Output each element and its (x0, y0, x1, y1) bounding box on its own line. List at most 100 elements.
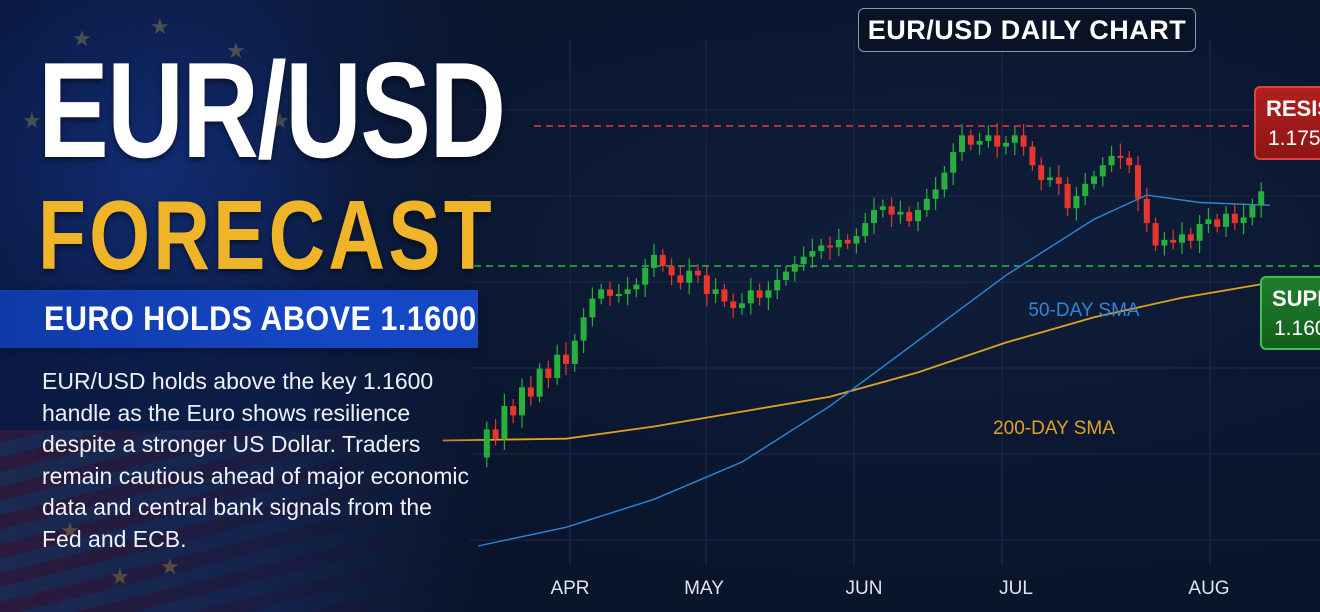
candlestick (835, 228, 842, 257)
chart-title: EUR/USD DAILY CHART (867, 15, 1187, 45)
resistance-label-box: RESISTANCE 1.1750 (1254, 86, 1320, 160)
sma50-line (477, 194, 1271, 547)
candlestick (1196, 215, 1203, 254)
candle-body (906, 211, 913, 222)
candlestick (730, 293, 737, 319)
candle-body (1029, 146, 1036, 166)
candlestick (1143, 187, 1150, 233)
candlestick (1020, 124, 1027, 156)
candle-body (747, 290, 754, 304)
candle-body (1143, 198, 1150, 224)
candlestick (756, 283, 763, 306)
eu-star-icon: ★ (72, 26, 92, 51)
candle-body (827, 245, 833, 248)
candlestick (950, 143, 957, 185)
candlestick (791, 256, 798, 282)
resistance-value: 1.1750 (1268, 127, 1320, 150)
candlestick (1029, 140, 1036, 171)
candlestick (721, 283, 728, 308)
support-value: 1.1600 (1274, 317, 1320, 340)
x-tick-label: JUL (999, 578, 1033, 599)
candlestick (545, 360, 552, 389)
chart-labels: APR MAY JUN JUL AUG 50-DAY SMA 200-DAY SMA (550, 300, 1229, 599)
candlestick (985, 125, 992, 148)
candlestick (1064, 177, 1071, 216)
eu-star-icon: ★ (150, 14, 170, 39)
candlestick (659, 249, 666, 272)
candle-body (1038, 165, 1045, 181)
candle-body (598, 289, 605, 299)
candle-body (668, 266, 675, 276)
candlestick (580, 308, 587, 353)
candlesticks (483, 123, 1265, 468)
candlestick (1117, 143, 1124, 169)
candle-body (580, 317, 587, 341)
candlestick (563, 342, 569, 376)
candle-body (1187, 234, 1194, 241)
candle-body (712, 289, 719, 294)
candle-body (686, 270, 693, 283)
candle-body (756, 290, 763, 298)
candlestick (1091, 170, 1097, 190)
candlestick (932, 177, 939, 210)
candlestick (1108, 145, 1115, 172)
us-flag-stripes (0, 430, 480, 612)
headline-banner: EURO HOLDS ABOVE 1.1600 (0, 290, 478, 348)
candlestick (1003, 136, 1009, 155)
candle-body (1055, 177, 1062, 184)
candlestick (1214, 213, 1221, 233)
chart-grid (470, 40, 1320, 566)
candle-body (932, 189, 939, 199)
sma200-label: 200-DAY SMA (993, 418, 1115, 439)
candlestick (800, 246, 807, 271)
candle-body (976, 140, 983, 145)
candlestick (695, 263, 701, 284)
eu-star-icon: ★ (60, 518, 80, 543)
candle-body (967, 135, 974, 145)
level-lines (474, 125, 1320, 267)
candle-body (677, 275, 684, 283)
x-tick-label: APR (550, 578, 589, 599)
candlestick (615, 283, 622, 303)
candlestick (492, 419, 499, 446)
candle-body (1214, 219, 1221, 227)
candlestick (941, 165, 948, 198)
candle-body (1117, 155, 1124, 158)
eu-star-icon: ★ (110, 564, 130, 589)
candle-body (985, 135, 992, 141)
candle-body (510, 406, 517, 416)
candle-body (1082, 183, 1089, 196)
eu-star-icon: ★ (270, 108, 290, 133)
candlestick (1055, 165, 1062, 196)
candlestick (589, 287, 596, 327)
candlestick (1170, 229, 1177, 250)
candlestick (783, 266, 789, 286)
support-label: SUPPORT (1272, 286, 1320, 311)
candle-body (527, 387, 534, 397)
candle-body (774, 280, 781, 291)
x-tick-label: MAY (684, 578, 724, 599)
candle-body (1099, 165, 1106, 177)
candle-body (554, 354, 561, 378)
candle-body (563, 354, 569, 364)
candle-body (1205, 219, 1212, 224)
candlestick (668, 258, 675, 286)
candle-body (695, 270, 701, 276)
candle-body (1152, 223, 1159, 246)
candlestick (651, 243, 657, 277)
candle-body (818, 245, 825, 252)
candle-body (615, 294, 622, 296)
candlestick (1240, 205, 1247, 235)
candlestick (519, 378, 525, 428)
candle-body (994, 135, 1001, 147)
candle-body (1047, 177, 1053, 181)
candlestick (1011, 126, 1018, 156)
candlestick (1073, 187, 1080, 221)
candle-body (791, 264, 798, 272)
candlestick (747, 277, 754, 315)
candle-body (1196, 224, 1203, 241)
candlestick (1249, 198, 1256, 226)
candlestick (1047, 167, 1053, 187)
candle-body (1011, 135, 1018, 143)
